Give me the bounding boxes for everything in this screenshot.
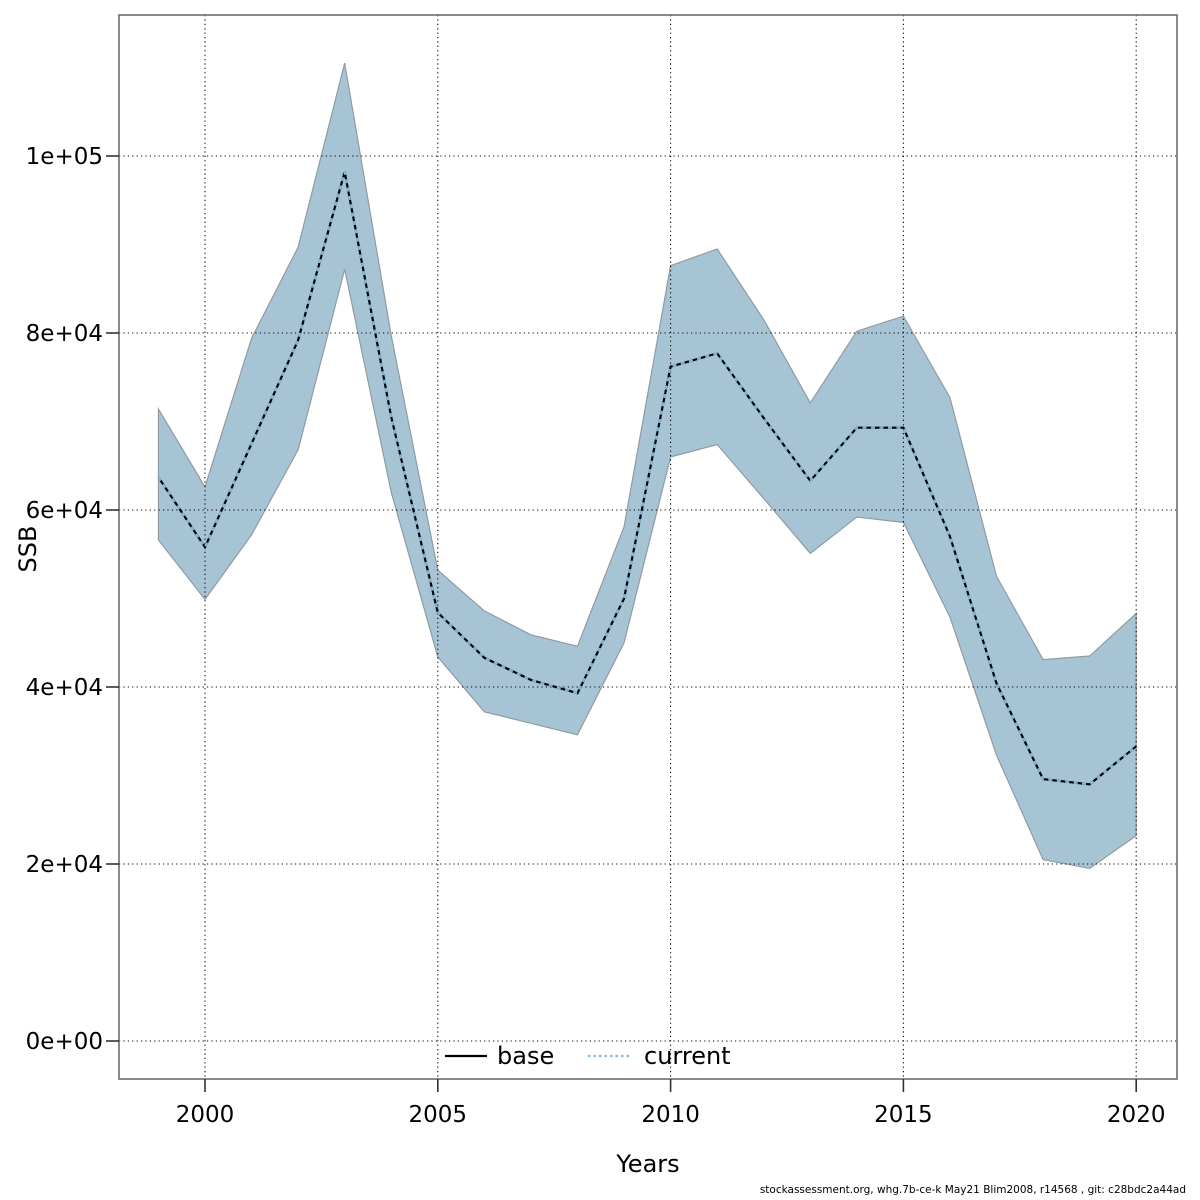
footer-attribution: stockassessment.org, whg.7b-ce-k May21 B…: [760, 1184, 1186, 1196]
x-tick-label: 2005: [409, 1102, 468, 1128]
y-tick-label: 8e+04: [26, 321, 103, 347]
x-tick-label: 2000: [176, 1102, 235, 1128]
plot-frame: [118, 14, 1178, 1080]
x-tick-label: 2015: [874, 1102, 933, 1128]
plot-frame-layer: [118, 14, 1178, 1080]
legend-label-current: current: [644, 1042, 731, 1070]
base-line: [157, 171, 1137, 786]
y-tick-label: 1e+05: [26, 144, 103, 170]
gridline-layer: [119, 15, 1177, 1079]
y-tick-label: 4e+04: [26, 675, 103, 701]
axis-tick-layer: [106, 155, 1137, 1092]
legend-label-base: base: [497, 1042, 554, 1070]
x-tick-label: 2020: [1107, 1102, 1166, 1128]
series-line-layer: [157, 171, 1137, 786]
y-tick-label: 6e+04: [26, 498, 103, 524]
x-tick-label: 2010: [641, 1102, 700, 1128]
confidence-band: [157, 62, 1137, 870]
tick-label-layer: 0e+00 2e+04 4e+04 6e+04 8e+04 1e+05 2000 2005 20…: [26, 144, 1166, 1128]
y-tick-label: 0e+00: [26, 1029, 103, 1055]
legend: base current: [445, 1042, 731, 1070]
y-axis-title: SSB: [14, 526, 42, 573]
x-axis-title: Years: [615, 1150, 679, 1178]
confidence-band-layer: [157, 62, 1137, 870]
y-tick-label: 2e+04: [26, 852, 103, 878]
